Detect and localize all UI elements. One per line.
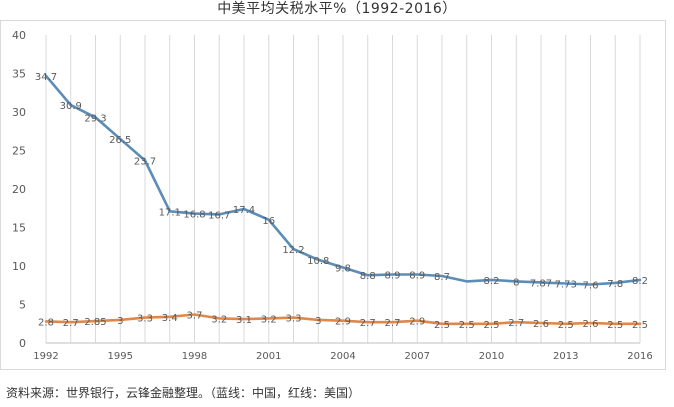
x-tick-label: 1995 [108, 351, 133, 362]
x-tick-label: 1992 [33, 351, 58, 362]
data-label: 29.3 [84, 113, 106, 124]
data-label: 2.7 [63, 318, 79, 329]
data-label: 3.2 [211, 314, 227, 325]
x-tick-label: 2001 [256, 351, 281, 362]
x-tick-label: 2004 [330, 351, 355, 362]
y-tick-label: 20 [12, 183, 26, 196]
y-tick-label: 15 [12, 222, 26, 235]
data-label: 8.2 [632, 276, 648, 287]
data-label: 8.9 [409, 270, 425, 281]
source-note: 资料来源：世界银行，云锋金融整理。（蓝线：中国，红线：美国） [6, 386, 361, 400]
data-label: 30.9 [60, 101, 82, 112]
data-label: 7.73 [555, 279, 577, 290]
data-label: 2.6 [533, 319, 549, 330]
data-label: 2.5 [607, 320, 623, 331]
data-label: 2.8 [38, 317, 54, 328]
data-label: 8.7 [434, 272, 450, 283]
data-label: 2.5 [484, 320, 500, 331]
x-tick-label: 2013 [553, 351, 578, 362]
data-label: 3 [117, 316, 123, 327]
x-tick-label: 2007 [405, 351, 430, 362]
data-label: 8.9 [385, 270, 401, 281]
data-label: 17.4 [233, 205, 255, 216]
series-line-0 [44, 74, 642, 286]
y-tick-label: 0 [19, 337, 26, 350]
data-label: 26.5 [109, 135, 131, 146]
data-label: 2.5 [632, 320, 648, 331]
data-label: 2.9 [335, 317, 351, 328]
chart-title: 中美平均关税水平%（1992-2016） [217, 1, 457, 17]
data-label: 17.1 [159, 207, 181, 218]
data-label: 3 [315, 316, 321, 327]
data-label: 3.1 [236, 315, 252, 326]
data-label: 2.5 [434, 320, 450, 331]
data-label: 3.2 [261, 314, 277, 325]
data-label: 2.7 [360, 318, 376, 329]
data-label: 7.8 [607, 279, 623, 290]
data-label: 2.85 [84, 317, 106, 328]
data-label: 12.2 [282, 245, 304, 256]
data-label: 9.8 [335, 264, 351, 275]
data-label: 3.3 [286, 314, 302, 325]
data-label: 3.7 [187, 311, 203, 322]
data-label: 8.8 [360, 271, 376, 282]
chart-frame [0, 20, 666, 370]
y-tick-label: 25 [12, 145, 26, 158]
y-tick-label: 5 [19, 299, 26, 312]
data-label: 23.7 [134, 157, 156, 168]
data-label: 3.4 [162, 313, 178, 324]
data-label: 10.8 [307, 256, 329, 267]
data-label: 8.2 [484, 276, 500, 287]
data-label: 16.7 [208, 210, 230, 221]
series-line-1 [44, 313, 642, 326]
x-tick-label: 1998 [182, 351, 207, 362]
data-label: 34.7 [35, 72, 57, 83]
data-label: 3.3 [137, 314, 153, 325]
data-label: 16.8 [183, 210, 205, 221]
data-label: 7.87 [530, 278, 552, 289]
y-tick-label: 30 [12, 106, 26, 119]
x-tick-label: 2016 [627, 351, 652, 362]
data-label: 7.6 [583, 280, 599, 291]
data-label: 2.5 [459, 320, 475, 331]
x-tick-label: 2010 [479, 351, 504, 362]
data-label: 2.6 [583, 319, 599, 330]
data-label: 16 [262, 216, 275, 227]
y-tick-label: 40 [12, 29, 26, 42]
data-label: 2.7 [385, 318, 401, 329]
data-label: 8 [513, 277, 519, 288]
y-tick-label: 10 [12, 260, 26, 273]
data-label: 2.9 [409, 317, 425, 328]
y-tick-label: 35 [12, 68, 26, 81]
data-label: 2.5 [558, 320, 574, 331]
data-label: 2.7 [508, 318, 524, 329]
